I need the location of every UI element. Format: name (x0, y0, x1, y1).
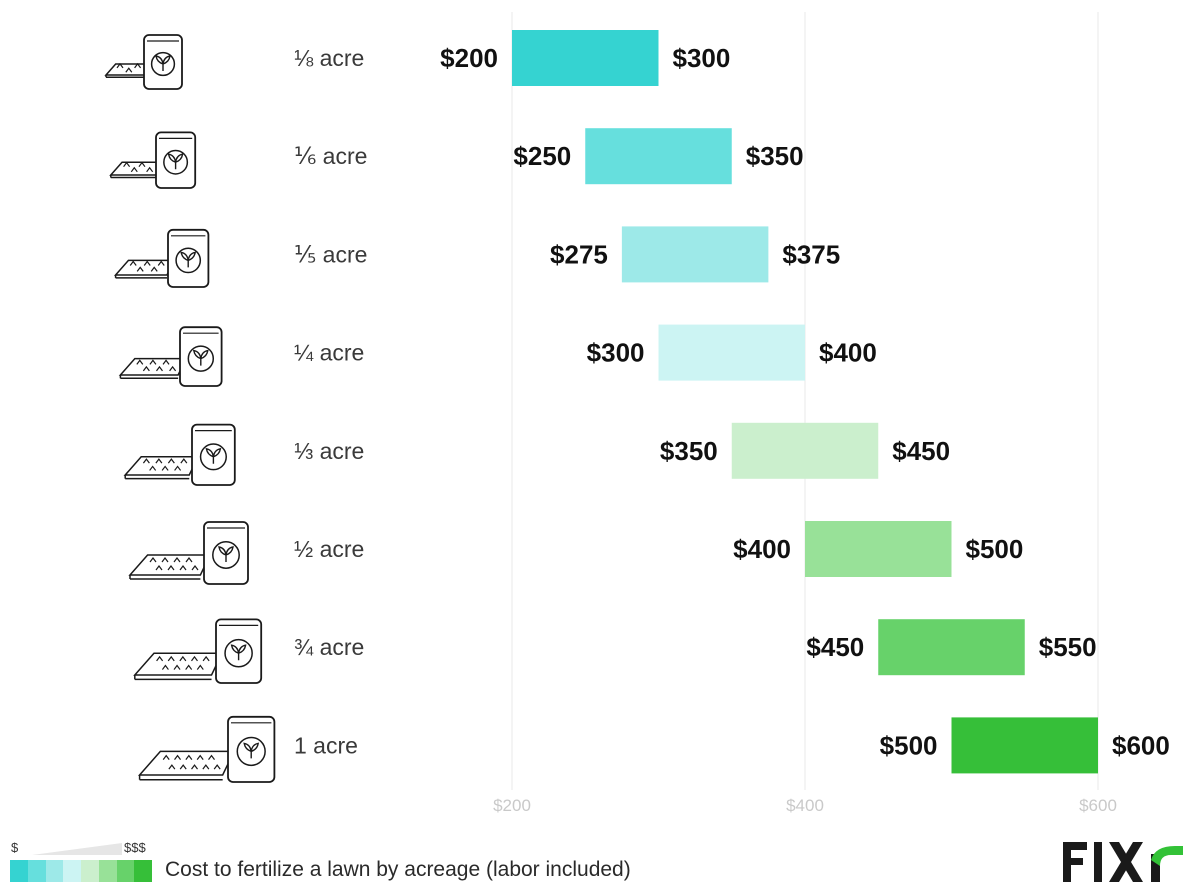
high-value-label: $600 (1112, 730, 1170, 760)
lawn-fertilizer-bag-icon (104, 34, 183, 90)
color-scale-swatch (63, 860, 81, 882)
price-range-bar (878, 619, 1025, 676)
lawn-fertilizer-bag-icon (137, 715, 276, 783)
price-range-bar (621, 226, 769, 283)
category-label: ¼ acre (294, 340, 364, 366)
low-value-label: $350 (660, 436, 718, 466)
color-scale-swatches (10, 860, 152, 882)
low-value-label: $300 (587, 338, 645, 368)
fixr-logo (1063, 838, 1188, 886)
lawn-fertilizer-bag-icon (133, 618, 263, 684)
price-scale-high-label: $$$ (124, 840, 146, 855)
category-label: ⅓ acre (294, 438, 364, 464)
lawn-fertilizer-bag-icon (109, 131, 197, 189)
bar-layer: ⅛ acre $200 $300 ⅙ acre $250 $350 ⅕ acre $275 $3… (294, 30, 1170, 774)
category-label: ⅕ acre (294, 241, 367, 267)
price-range-bar (658, 324, 805, 381)
category-label: ⅛ acre (294, 45, 364, 71)
price-range-bar (951, 717, 1098, 774)
high-value-label: $450 (892, 436, 950, 466)
grid-layer: $200 $400 $600 (493, 12, 1117, 815)
price-scale-low-label: $ (11, 840, 19, 855)
low-value-label: $275 (550, 239, 608, 269)
lawn-fertilizer-bag-icon (118, 326, 223, 387)
legend: $ $$$ Cost to fertilize a lawn by acreag… (10, 840, 710, 890)
low-value-label: $250 (513, 141, 571, 171)
price-range-bar (805, 521, 952, 577)
icon-layer (104, 34, 276, 783)
price-range-bar (731, 422, 879, 479)
high-value-label: $350 (746, 141, 804, 171)
low-value-label: $200 (440, 43, 498, 73)
low-value-label: $450 (806, 632, 864, 662)
x-tick-label: $400 (786, 796, 824, 815)
price-range-bar (512, 30, 659, 86)
color-scale-swatch (98, 860, 117, 882)
lawn-fertilizer-bag-icon (113, 228, 210, 288)
category-label: ¾ acre (294, 634, 364, 660)
category-label: 1 acre (294, 732, 358, 758)
chart-caption: Cost to fertilize a lawn by acreage (lab… (165, 858, 631, 881)
color-scale-swatch (134, 860, 152, 882)
lawn-fertilizer-bag-icon (128, 521, 249, 585)
high-value-label: $550 (1039, 632, 1097, 662)
category-label: ⅙ acre (294, 143, 367, 169)
price-range-bar (585, 128, 732, 185)
x-tick-label: $600 (1079, 796, 1117, 815)
high-value-label: $375 (782, 239, 840, 269)
color-scale-swatch (10, 860, 28, 882)
low-value-label: $400 (733, 534, 791, 564)
x-tick-label: $200 (493, 796, 531, 815)
fixr-logo-icon (1063, 842, 1183, 882)
color-scale-swatch (45, 860, 64, 882)
category-label: ½ acre (294, 536, 364, 562)
high-value-label: $500 (966, 534, 1024, 564)
color-scale-swatch (27, 860, 46, 882)
price-scale-wedge (32, 843, 122, 855)
high-value-label: $300 (673, 43, 731, 73)
color-scale-swatch (116, 860, 135, 882)
low-value-label: $500 (880, 730, 938, 760)
lawn-fertilizer-bag-icon (123, 423, 236, 486)
high-value-label: $400 (819, 338, 877, 368)
color-scale-swatch (81, 860, 99, 882)
